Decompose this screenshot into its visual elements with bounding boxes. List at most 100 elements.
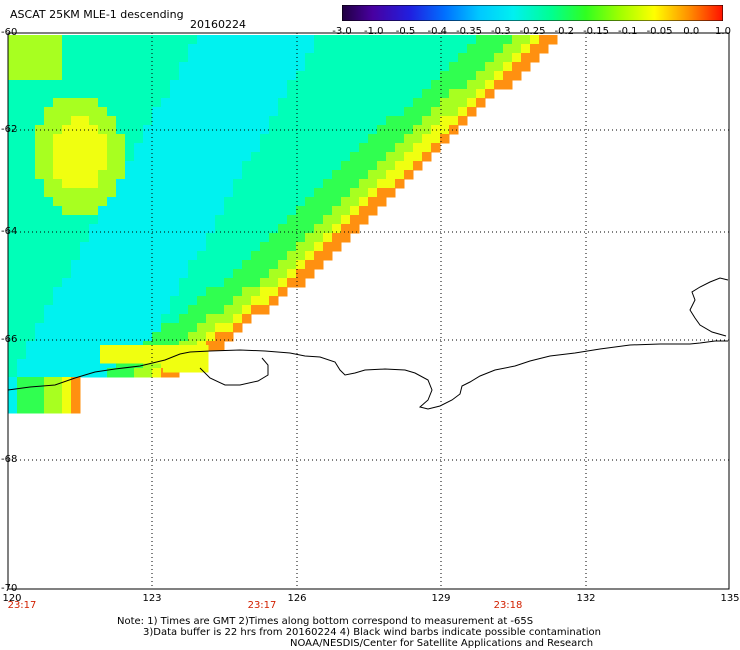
- wind-cell: [152, 251, 162, 261]
- wind-cell: [116, 242, 126, 252]
- wind-cell: [44, 89, 54, 99]
- wind-cell: [287, 89, 297, 99]
- wind-cell: [35, 62, 45, 72]
- wind-cell: [35, 404, 45, 414]
- wind-cell: [449, 44, 459, 54]
- wind-cell: [53, 332, 63, 342]
- wind-cell: [71, 89, 81, 99]
- wind-cell: [71, 278, 81, 288]
- wind-cell: [449, 53, 459, 63]
- wind-cell: [323, 134, 333, 144]
- wind-cell: [350, 152, 360, 162]
- wind-cell: [494, 71, 504, 81]
- wind-cell: [404, 161, 414, 171]
- wind-cell: [233, 224, 243, 234]
- wind-cell: [251, 170, 261, 180]
- wind-cell: [287, 134, 297, 144]
- map-frame: [7, 32, 730, 590]
- wind-cell: [341, 188, 351, 198]
- wind-cell: [296, 89, 306, 99]
- wind-cell: [170, 332, 180, 342]
- wind-cell: [89, 107, 99, 117]
- wind-cell: [206, 332, 216, 342]
- wind-cell: [179, 224, 189, 234]
- wind-cell: [179, 116, 189, 126]
- wind-cell: [44, 233, 54, 243]
- wind-cell: [62, 260, 72, 270]
- wind-cell: [80, 161, 90, 171]
- wind-cell: [215, 314, 225, 324]
- wind-cell: [305, 152, 315, 162]
- wind-cell: [170, 278, 180, 288]
- wind-cell: [197, 35, 207, 45]
- wind-cell: [269, 107, 279, 117]
- wind-cell: [89, 80, 99, 90]
- longitude-label: 135: [720, 593, 740, 604]
- wind-cell: [26, 98, 36, 108]
- wind-cell: [224, 152, 234, 162]
- wind-cell: [269, 188, 279, 198]
- wind-cell: [170, 251, 180, 261]
- wind-cell: [62, 377, 72, 387]
- wind-cell: [98, 89, 108, 99]
- wind-cell: [305, 161, 315, 171]
- wind-cell: [197, 233, 207, 243]
- coastline-inlet: [199, 357, 269, 386]
- wind-cell: [332, 89, 342, 99]
- wind-cell: [8, 404, 18, 414]
- wind-cell: [305, 170, 315, 180]
- wind-cell: [152, 62, 162, 72]
- wind-cell: [296, 71, 306, 81]
- wind-cell: [98, 170, 108, 180]
- wind-cell: [296, 197, 306, 207]
- wind-cell: [71, 44, 81, 54]
- wind-cell: [332, 53, 342, 63]
- wind-cell: [80, 269, 90, 279]
- wind-cell: [233, 161, 243, 171]
- wind-cell: [134, 134, 144, 144]
- wind-cell: [161, 143, 171, 153]
- wind-cell: [152, 197, 162, 207]
- wind-cell: [62, 62, 72, 72]
- wind-cell: [323, 161, 333, 171]
- wind-cell: [161, 323, 171, 333]
- wind-cell: [287, 179, 297, 189]
- wind-cell: [305, 125, 315, 135]
- wind-cell: [377, 161, 387, 171]
- wind-cell: [125, 44, 135, 54]
- wind-cell: [341, 71, 351, 81]
- wind-cell: [260, 170, 270, 180]
- wind-cell: [188, 332, 198, 342]
- wind-cell: [98, 197, 108, 207]
- wind-cell: [179, 89, 189, 99]
- wind-cell: [278, 143, 288, 153]
- wind-cell: [179, 125, 189, 135]
- wind-cell: [190, 345, 200, 355]
- wind-cell: [35, 251, 45, 261]
- wind-cell: [215, 107, 225, 117]
- wind-cell: [215, 197, 225, 207]
- wind-cell: [17, 260, 27, 270]
- wind-cell: [233, 269, 243, 279]
- wind-cell: [278, 62, 288, 72]
- wind-cell: [118, 345, 128, 355]
- wind-cell: [233, 44, 243, 54]
- wind-cell: [386, 53, 396, 63]
- wind-cell: [62, 350, 72, 360]
- wind-cell: [143, 314, 153, 324]
- wind-cell: [449, 89, 459, 99]
- wind-cell: [278, 35, 288, 45]
- wind-cell: [71, 305, 81, 315]
- wind-cell: [8, 107, 18, 117]
- wind-cell: [26, 134, 36, 144]
- wind-cell: [107, 143, 117, 153]
- wind-cell: [341, 116, 351, 126]
- wind-cell: [179, 53, 189, 63]
- wind-cell: [386, 107, 396, 117]
- wind-cell: [35, 89, 45, 99]
- wind-cell: [512, 53, 522, 63]
- wind-cell: [215, 188, 225, 198]
- wind-cell: [404, 80, 414, 90]
- wind-cell: [172, 363, 182, 373]
- wind-cell: [143, 116, 153, 126]
